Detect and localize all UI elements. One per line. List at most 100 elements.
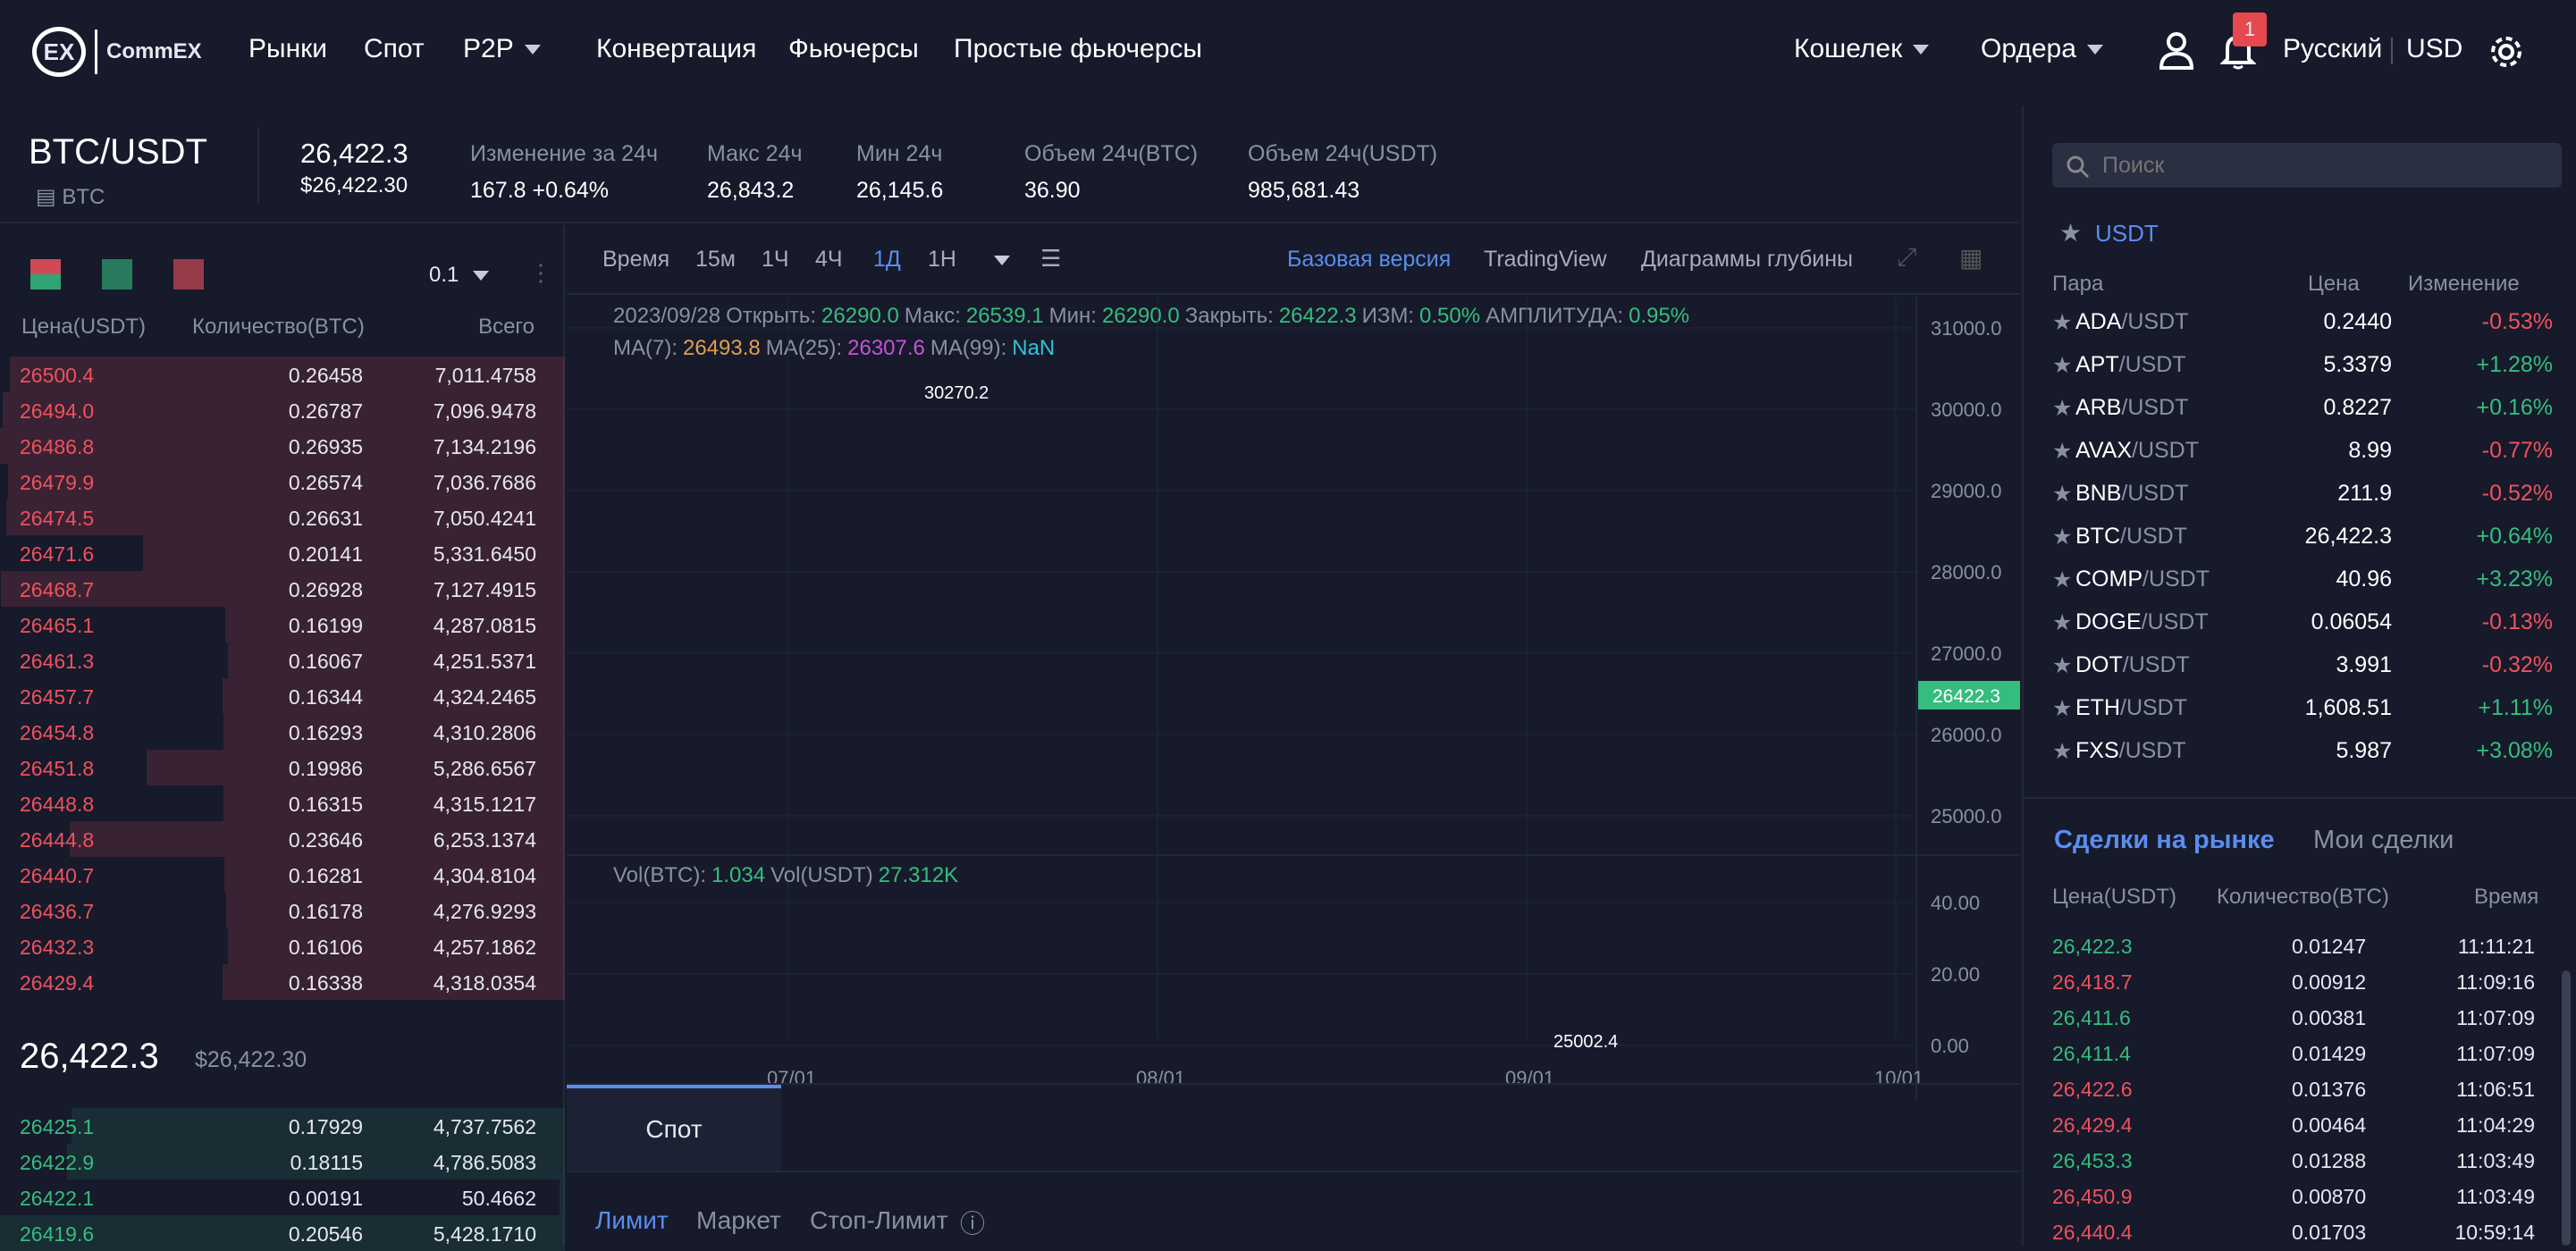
- asks-row[interactable]: 26474.5 0.26631 7,050.4241: [0, 500, 565, 535]
- asks-row[interactable]: 26465.1 0.16199 4,287.0815: [0, 607, 565, 642]
- star-icon[interactable]: ★: [2052, 482, 2073, 507]
- order-type-stop-limit[interactable]: Стоп-Лимит: [810, 1206, 948, 1234]
- star-icon[interactable]: ★: [2052, 696, 2073, 721]
- star-icon[interactable]: ★: [2052, 396, 2073, 421]
- order-type-market[interactable]: Маркет: [696, 1206, 781, 1234]
- market-row[interactable]: ★ DOT/USDT 3.991 -0.32%: [2024, 643, 2576, 686]
- more-icon[interactable]: ⋮: [529, 259, 552, 286]
- interval-1d[interactable]: 1Д: [873, 247, 901, 272]
- star-icon[interactable]: ★: [2052, 653, 2073, 678]
- bids-row[interactable]: 26422.1 0.00191 50.4662: [0, 1180, 565, 1215]
- star-icon[interactable]: ★: [2052, 567, 2073, 592]
- market-row[interactable]: ★ FXS/USDT 5.987 +3.08%: [2024, 729, 2576, 772]
- asks-row[interactable]: 26440.7 0.16281 4,304.8104: [0, 857, 565, 893]
- tab-my-trades[interactable]: Мои сделки: [2313, 826, 2454, 854]
- asks-row[interactable]: 26448.8 0.16315 4,315.1217: [0, 785, 565, 821]
- interval-4h[interactable]: 4Ч: [815, 247, 843, 272]
- candle-chart[interactable]: 31000.0 30000.0 29000.0 28000.0 27000.0 26000…: [567, 297, 2020, 1190]
- star-icon[interactable]: ★: [2052, 739, 2073, 764]
- nav-wallet[interactable]: Кошелек: [1794, 34, 1930, 64]
- quote-usdt[interactable]: USDT: [2095, 220, 2159, 247]
- star-icon[interactable]: ★: [2052, 353, 2073, 378]
- view-depth[interactable]: Диаграммы глубины: [1641, 247, 1854, 272]
- asks-row[interactable]: 26486.8 0.26935 7,134.2196: [0, 428, 565, 464]
- market-row[interactable]: ★ ARB/USDT 0.8227 +0.16%: [2024, 386, 2576, 429]
- interval-1w[interactable]: 1Н: [928, 247, 956, 272]
- base: FXS: [2075, 738, 2119, 763]
- row-price: 26419.6: [20, 1222, 95, 1246]
- asks-row[interactable]: 26500.4 0.26458 7,011.4758: [0, 357, 565, 392]
- market-row[interactable]: ★ ADA/USDT 0.2440 -0.53%: [2024, 300, 2576, 343]
- market-row[interactable]: ★ BTC/USDT 26,422.3 +0.64%: [2024, 515, 2576, 558]
- logo[interactable]: EX CommEX: [32, 27, 202, 77]
- book-both-icon[interactable]: [30, 259, 61, 290]
- market-row[interactable]: ★ APT/USDT 5.3379 +1.28%: [2024, 343, 2576, 386]
- user-icon[interactable]: [2158, 30, 2195, 70]
- star-icon[interactable]: ★: [2052, 310, 2073, 335]
- nav-orders[interactable]: Ордера: [1981, 34, 2103, 64]
- star-icon[interactable]: ★: [2052, 439, 2073, 464]
- x-tick: 09/01: [1505, 1067, 1554, 1089]
- chevron-down-icon[interactable]: [994, 256, 1010, 265]
- asks-row[interactable]: 26429.4 0.16338 4,318.0354: [0, 964, 565, 1000]
- asks-row[interactable]: 26451.8 0.19986 5,286.6567: [0, 750, 565, 785]
- interval-1h[interactable]: 1Ч: [762, 247, 789, 272]
- interval-time[interactable]: Время: [602, 247, 670, 272]
- bids-row[interactable]: 26419.6 0.20546 5,428.1710: [0, 1215, 565, 1251]
- col-m-change[interactable]: Изменение: [2408, 272, 2520, 296]
- star-icon[interactable]: ★: [2059, 219, 2083, 247]
- nav-simple-futures[interactable]: Простые фьючерсы: [954, 34, 1202, 63]
- fullscreen-icon[interactable]: ⤢: [1897, 243, 1917, 271]
- row-total: 4,287.0815: [433, 614, 536, 637]
- gear-icon[interactable]: [2488, 34, 2524, 70]
- asks-row[interactable]: 26479.9 0.26574 7,036.7686: [0, 464, 565, 500]
- order-type-limit[interactable]: Лимит: [595, 1206, 669, 1234]
- row-price: 26422.9: [20, 1151, 95, 1174]
- asks-row[interactable]: 26468.7 0.26928 7,127.4915: [0, 571, 565, 607]
- nav-p2p[interactable]: P2P: [463, 34, 541, 64]
- interval-15m[interactable]: 15м: [695, 247, 736, 272]
- asks-row[interactable]: 26461.3 0.16067 4,251.5371: [0, 642, 565, 678]
- star-icon[interactable]: ★: [2052, 525, 2073, 550]
- info-icon[interactable]: ⓘ: [960, 1210, 986, 1238]
- star-icon[interactable]: ★: [2052, 610, 2073, 635]
- asks-row[interactable]: 26457.7 0.16344 4,324.2465: [0, 678, 565, 714]
- layout-icon[interactable]: ▦: [1959, 244, 1983, 272]
- search-input[interactable]: [2102, 150, 2549, 181]
- book-bids-icon[interactable]: [102, 259, 132, 290]
- bids-row[interactable]: 26425.1 0.17929 4,737.7562: [0, 1108, 565, 1144]
- asks-row[interactable]: 26454.8 0.16293 4,310.2806: [0, 714, 565, 750]
- row-qty: 0.00191: [288, 1187, 363, 1210]
- market-row[interactable]: ★ ETH/USDT 1,608.51 +1.11%: [2024, 686, 2576, 729]
- view-basic[interactable]: Базовая версия: [1287, 247, 1452, 272]
- y-tick: 27000.0: [1931, 642, 2002, 665]
- currency-select[interactable]: USD: [2406, 34, 2463, 63]
- precision-select[interactable]: 0.1: [429, 263, 490, 288]
- tab-spot[interactable]: Спот: [567, 1085, 781, 1171]
- asks-row[interactable]: 26494.0 0.26787 7,096.9478: [0, 392, 565, 428]
- tab-market-trades[interactable]: Сделки на рынке: [2054, 826, 2275, 854]
- nav-futures[interactable]: Фьючерсы: [788, 34, 919, 63]
- asks-row[interactable]: 26444.8 0.23646 6,253.1374: [0, 821, 565, 857]
- book-asks-icon[interactable]: [173, 259, 204, 290]
- market-row[interactable]: ★ COMP/USDT 40.96 +3.23%: [2024, 558, 2576, 600]
- nav-markets[interactable]: Рынки: [248, 34, 328, 63]
- scrollbar[interactable]: [2562, 970, 2571, 1246]
- bids-row[interactable]: 26422.9 0.18115 4,786.5083: [0, 1144, 565, 1180]
- indicator-settings-icon[interactable]: ☰: [1040, 245, 1062, 272]
- col-pair[interactable]: Пара: [2052, 272, 2104, 296]
- asks-row[interactable]: 26432.3 0.16106 4,257.1862: [0, 928, 565, 964]
- quote: /USDT: [2118, 352, 2186, 377]
- search-box[interactable]: [2052, 143, 2562, 188]
- market-row[interactable]: ★ AVAX/USDT 8.99 -0.77%: [2024, 429, 2576, 472]
- view-tradingview[interactable]: TradingView: [1484, 247, 1607, 272]
- asks-row[interactable]: 26471.6 0.20141 5,331.6450: [0, 535, 565, 571]
- asks-row[interactable]: 26436.7 0.16178 4,276.9293: [0, 893, 565, 928]
- col-m-price[interactable]: Цена: [2308, 272, 2360, 296]
- nav-spot[interactable]: Спот: [364, 34, 425, 63]
- market-row[interactable]: ★ DOGE/USDT 0.06054 -0.13%: [2024, 600, 2576, 643]
- language-select[interactable]: Русский: [2283, 34, 2383, 63]
- market-row[interactable]: ★ BNB/USDT 211.9 -0.52%: [2024, 472, 2576, 515]
- pair: ADA/USDT: [2075, 309, 2188, 335]
- nav-convert[interactable]: Конвертация: [596, 34, 757, 63]
